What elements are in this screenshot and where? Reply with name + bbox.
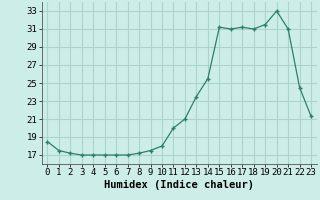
X-axis label: Humidex (Indice chaleur): Humidex (Indice chaleur): [104, 180, 254, 190]
